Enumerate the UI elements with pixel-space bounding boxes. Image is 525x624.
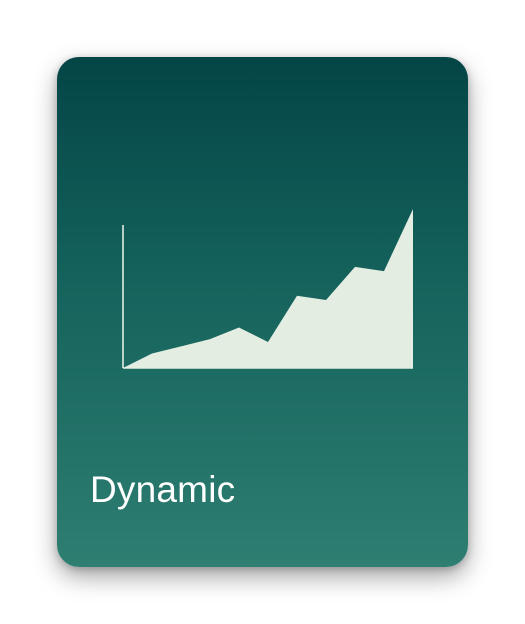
dynamic-chart-card[interactable]: Dynamic	[57, 57, 468, 567]
area-chart-icon	[122, 209, 413, 369]
area-series	[123, 209, 413, 368]
card-title: Dynamic	[90, 469, 236, 510]
